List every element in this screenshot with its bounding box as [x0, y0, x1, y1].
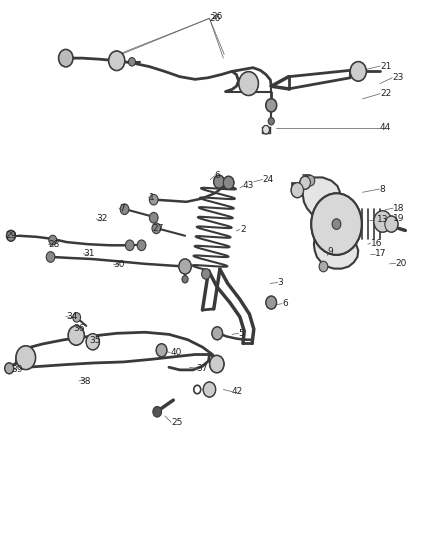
- Circle shape: [319, 261, 328, 272]
- Circle shape: [179, 259, 191, 274]
- Text: 32: 32: [96, 214, 108, 223]
- Text: 26: 26: [209, 14, 221, 23]
- Circle shape: [59, 50, 73, 67]
- Circle shape: [300, 176, 311, 189]
- Circle shape: [7, 230, 15, 241]
- Circle shape: [49, 235, 57, 245]
- Circle shape: [86, 334, 99, 350]
- Text: 24: 24: [262, 175, 274, 184]
- Circle shape: [16, 346, 35, 369]
- Text: 13: 13: [377, 215, 388, 224]
- Text: 36: 36: [73, 324, 85, 333]
- Text: 18: 18: [393, 204, 405, 213]
- Text: 38: 38: [79, 376, 90, 385]
- Text: 39: 39: [11, 365, 22, 374]
- Text: 42: 42: [232, 387, 243, 396]
- Circle shape: [46, 252, 55, 262]
- Circle shape: [291, 183, 304, 198]
- Text: 2: 2: [240, 225, 246, 234]
- Circle shape: [212, 327, 223, 340]
- Text: 26: 26: [211, 12, 223, 21]
- Text: 20: 20: [396, 259, 407, 268]
- Circle shape: [201, 269, 210, 279]
- Circle shape: [262, 125, 269, 134]
- Text: 9: 9: [327, 247, 333, 256]
- Circle shape: [210, 356, 224, 373]
- Polygon shape: [301, 177, 360, 269]
- Circle shape: [137, 240, 146, 251]
- Text: 1: 1: [148, 193, 154, 202]
- Text: 31: 31: [83, 249, 95, 259]
- Text: 6: 6: [282, 299, 288, 308]
- Circle shape: [244, 78, 253, 89]
- Circle shape: [73, 331, 80, 340]
- Circle shape: [266, 296, 276, 309]
- Circle shape: [149, 213, 158, 223]
- Circle shape: [207, 387, 212, 392]
- Circle shape: [5, 363, 14, 374]
- Circle shape: [266, 99, 276, 112]
- Circle shape: [385, 216, 398, 232]
- Text: 35: 35: [89, 336, 101, 345]
- Text: 3: 3: [278, 278, 283, 287]
- Text: 28: 28: [48, 240, 60, 249]
- Circle shape: [73, 313, 81, 322]
- Circle shape: [306, 175, 315, 186]
- Circle shape: [153, 407, 162, 417]
- Text: 22: 22: [380, 89, 391, 98]
- Text: 27: 27: [153, 224, 164, 233]
- Text: 29: 29: [6, 231, 17, 240]
- Circle shape: [120, 204, 129, 215]
- Circle shape: [68, 326, 84, 345]
- Circle shape: [125, 240, 134, 251]
- Circle shape: [214, 175, 224, 188]
- Circle shape: [113, 56, 120, 65]
- Text: 7: 7: [119, 204, 125, 213]
- Text: 43: 43: [243, 181, 254, 190]
- Text: 37: 37: [196, 364, 208, 373]
- Circle shape: [21, 352, 30, 363]
- Circle shape: [109, 51, 124, 70]
- Text: 30: 30: [114, 260, 125, 269]
- Text: 21: 21: [380, 62, 392, 70]
- Text: 40: 40: [170, 348, 182, 357]
- Text: 19: 19: [393, 214, 405, 223]
- Text: 5: 5: [239, 329, 244, 338]
- Circle shape: [350, 62, 366, 81]
- Text: 17: 17: [375, 249, 386, 259]
- Circle shape: [149, 195, 158, 205]
- Circle shape: [128, 58, 135, 66]
- Circle shape: [182, 276, 188, 283]
- Text: 34: 34: [66, 312, 77, 321]
- Circle shape: [311, 193, 362, 255]
- Text: 44: 44: [380, 123, 391, 132]
- Circle shape: [239, 72, 258, 95]
- Circle shape: [223, 176, 234, 189]
- Circle shape: [152, 223, 161, 233]
- Circle shape: [332, 219, 341, 229]
- Text: 8: 8: [379, 184, 385, 193]
- Text: 16: 16: [371, 239, 382, 248]
- Circle shape: [63, 54, 69, 62]
- Text: 6: 6: [215, 171, 220, 180]
- Circle shape: [203, 382, 215, 397]
- Text: 23: 23: [392, 73, 403, 82]
- Text: 25: 25: [171, 418, 183, 427]
- Circle shape: [156, 344, 167, 357]
- Circle shape: [268, 117, 274, 125]
- Circle shape: [374, 211, 391, 232]
